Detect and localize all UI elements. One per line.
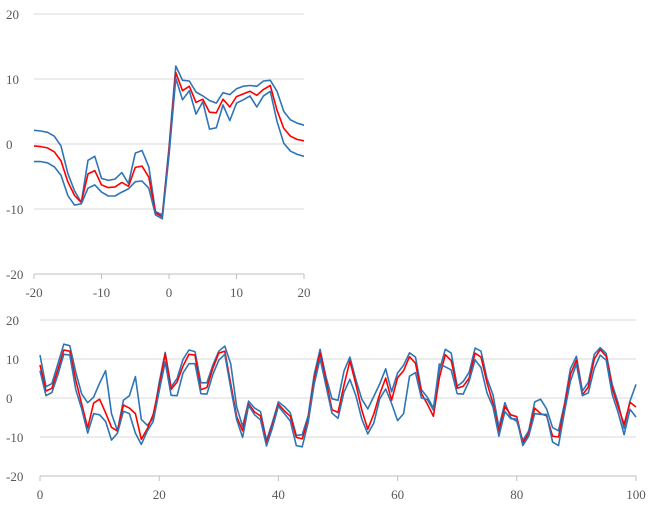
y-tick-label: -20 xyxy=(6,267,23,282)
chart-bottom: -20 -10 0 10 20 0 20 40 60 80 100 xyxy=(6,313,646,502)
y-tick-label: -10 xyxy=(6,430,23,445)
x-tick-label: 80 xyxy=(510,487,523,502)
x-tick-label: 20 xyxy=(153,487,166,502)
x-tick-label: 20 xyxy=(298,285,311,300)
y-tick-label: 20 xyxy=(6,7,19,22)
y-tick-label: 10 xyxy=(6,72,19,87)
y-tick-label: -10 xyxy=(6,202,23,217)
y-tick-label: 20 xyxy=(6,313,19,328)
x-tick-label: 0 xyxy=(166,285,173,300)
series-line-1 xyxy=(39,343,637,442)
x-tick-label: -20 xyxy=(25,285,42,300)
y-tick-label: -20 xyxy=(6,469,23,484)
chart-top: -20 -10 0 10 20 -20 -10 0 10 20 xyxy=(6,7,311,300)
x-tick-label: 10 xyxy=(230,285,243,300)
y-tick-label: 0 xyxy=(6,137,13,152)
y-tick-label: 10 xyxy=(6,352,19,367)
x-tick-label: 60 xyxy=(391,487,404,502)
series-line-1 xyxy=(33,65,305,216)
x-tick-label: 100 xyxy=(626,487,646,502)
x-tick-label: -10 xyxy=(93,285,110,300)
y-tick-label: 0 xyxy=(6,391,13,406)
x-tick-label: 0 xyxy=(37,487,44,502)
series-line-2 xyxy=(33,71,305,218)
series-line-3 xyxy=(34,77,305,220)
series-line-3 xyxy=(39,353,637,448)
x-tick-label: 40 xyxy=(272,487,285,502)
series-line-2 xyxy=(39,348,637,444)
